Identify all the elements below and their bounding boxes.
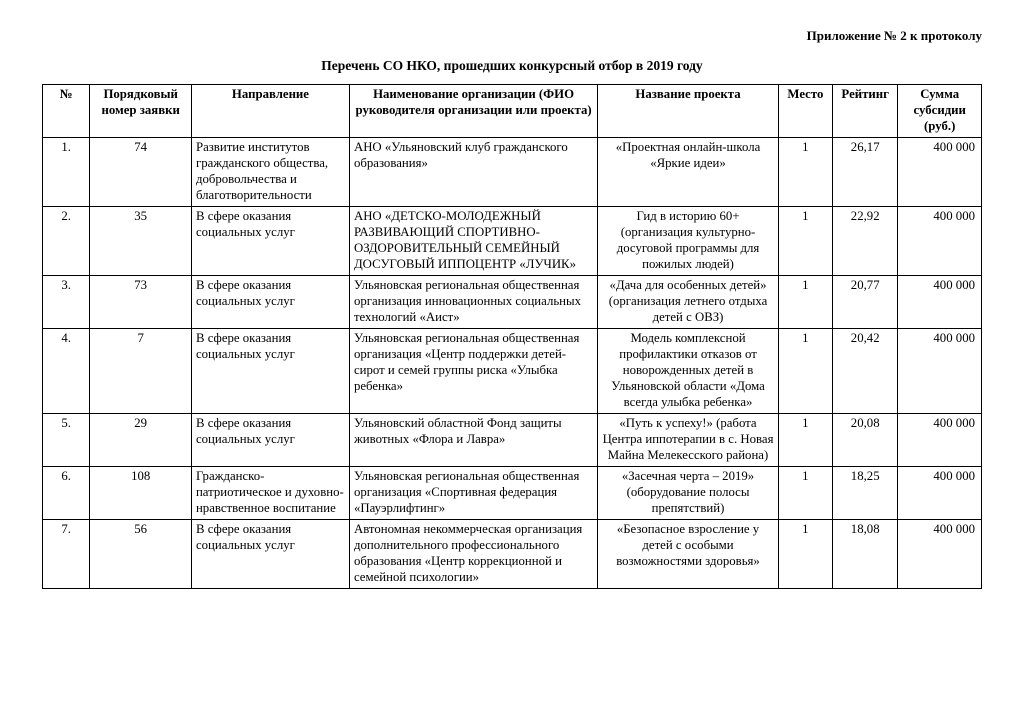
table-row: 3.73В сфере оказания социальных услугУль… — [43, 275, 982, 328]
cell-dir: В сфере оказания социальных услуг — [191, 275, 349, 328]
cell-rate: 20,77 — [832, 275, 897, 328]
cell-app: 35 — [90, 206, 192, 275]
cell-num: 3. — [43, 275, 90, 328]
cell-place: 1 — [778, 328, 832, 413]
cell-dir: В сфере оказания социальных услуг — [191, 413, 349, 466]
cell-num: 1. — [43, 137, 90, 206]
col-place: Место — [778, 85, 832, 138]
cell-rate: 20,42 — [832, 328, 897, 413]
cell-sum: 400 000 — [898, 328, 982, 413]
cell-rate: 20,08 — [832, 413, 897, 466]
cell-app: 74 — [90, 137, 192, 206]
cell-proj: «Безопасное взросление у детей с особыми… — [598, 519, 779, 588]
col-dir: Направление — [191, 85, 349, 138]
appendix-note: Приложение № 2 к протоколу — [42, 28, 982, 44]
cell-sum: 400 000 — [898, 206, 982, 275]
cell-proj: «Путь к успеху!» (работа Центра иппотера… — [598, 413, 779, 466]
cell-app: 7 — [90, 328, 192, 413]
cell-proj: Модель комплексной профилактики отказов … — [598, 328, 779, 413]
table-row: 1.74Развитие институтов гражданского общ… — [43, 137, 982, 206]
cell-proj: Гид в историю 60+ (организация культурно… — [598, 206, 779, 275]
col-rate: Рейтинг — [832, 85, 897, 138]
col-org: Наименование организации (ФИО руководите… — [349, 85, 597, 138]
cell-rate: 18,08 — [832, 519, 897, 588]
cell-app: 108 — [90, 466, 192, 519]
cell-place: 1 — [778, 137, 832, 206]
cell-org: Ульяновская региональная общественная ор… — [349, 275, 597, 328]
cell-rate: 22,92 — [832, 206, 897, 275]
cell-dir: Развитие институтов гражданского обществ… — [191, 137, 349, 206]
cell-sum: 400 000 — [898, 275, 982, 328]
col-app: Порядковый номер заявки — [90, 85, 192, 138]
cell-dir: В сфере оказания социальных услуг — [191, 206, 349, 275]
cell-place: 1 — [778, 519, 832, 588]
cell-num: 7. — [43, 519, 90, 588]
cell-proj: «Засечная черта – 2019» (оборудование по… — [598, 466, 779, 519]
page-title: Перечень СО НКО, прошедших конкурсный от… — [42, 58, 982, 74]
cell-place: 1 — [778, 275, 832, 328]
cell-dir: В сфере оказания социальных услуг — [191, 328, 349, 413]
cell-sum: 400 000 — [898, 519, 982, 588]
cell-org: Ульяновский областной Фонд защиты животн… — [349, 413, 597, 466]
cell-app: 56 — [90, 519, 192, 588]
col-sum: Сумма субсидии (руб.) — [898, 85, 982, 138]
cell-proj: «Дача для особенных детей» (организация … — [598, 275, 779, 328]
table-row: 6.108Гражданско-патриотическое и духовно… — [43, 466, 982, 519]
cell-org: АНО «ДЕТСКО-МОЛОДЕЖНЫЙ РАЗВИВАЮЩИЙ СПОРТ… — [349, 206, 597, 275]
table-row: 2.35В сфере оказания социальных услугАНО… — [43, 206, 982, 275]
table-row: 5.29В сфере оказания социальных услугУль… — [43, 413, 982, 466]
cell-sum: 400 000 — [898, 466, 982, 519]
col-num: № — [43, 85, 90, 138]
projects-table: № Порядковый номер заявки Направление На… — [42, 84, 982, 589]
cell-place: 1 — [778, 466, 832, 519]
table-row: 4.7В сфере оказания социальных услугУлья… — [43, 328, 982, 413]
cell-num: 6. — [43, 466, 90, 519]
cell-org: Ульяновская региональная общественная ор… — [349, 466, 597, 519]
cell-sum: 400 000 — [898, 413, 982, 466]
cell-dir: В сфере оказания социальных услуг — [191, 519, 349, 588]
cell-org: Автономная некоммерческая организация до… — [349, 519, 597, 588]
table-header-row: № Порядковый номер заявки Направление На… — [43, 85, 982, 138]
cell-dir: Гражданско-патриотическое и духовно-нрав… — [191, 466, 349, 519]
cell-rate: 18,25 — [832, 466, 897, 519]
cell-app: 29 — [90, 413, 192, 466]
cell-num: 5. — [43, 413, 90, 466]
cell-rate: 26,17 — [832, 137, 897, 206]
cell-place: 1 — [778, 413, 832, 466]
table-row: 7.56В сфере оказания социальных услугАвт… — [43, 519, 982, 588]
col-proj: Название проекта — [598, 85, 779, 138]
cell-app: 73 — [90, 275, 192, 328]
cell-proj: «Проектная онлайн-школа «Яркие идеи» — [598, 137, 779, 206]
cell-place: 1 — [778, 206, 832, 275]
cell-num: 4. — [43, 328, 90, 413]
cell-org: АНО «Ульяновский клуб гражданского образ… — [349, 137, 597, 206]
cell-num: 2. — [43, 206, 90, 275]
cell-sum: 400 000 — [898, 137, 982, 206]
cell-org: Ульяновская региональная общественная ор… — [349, 328, 597, 413]
